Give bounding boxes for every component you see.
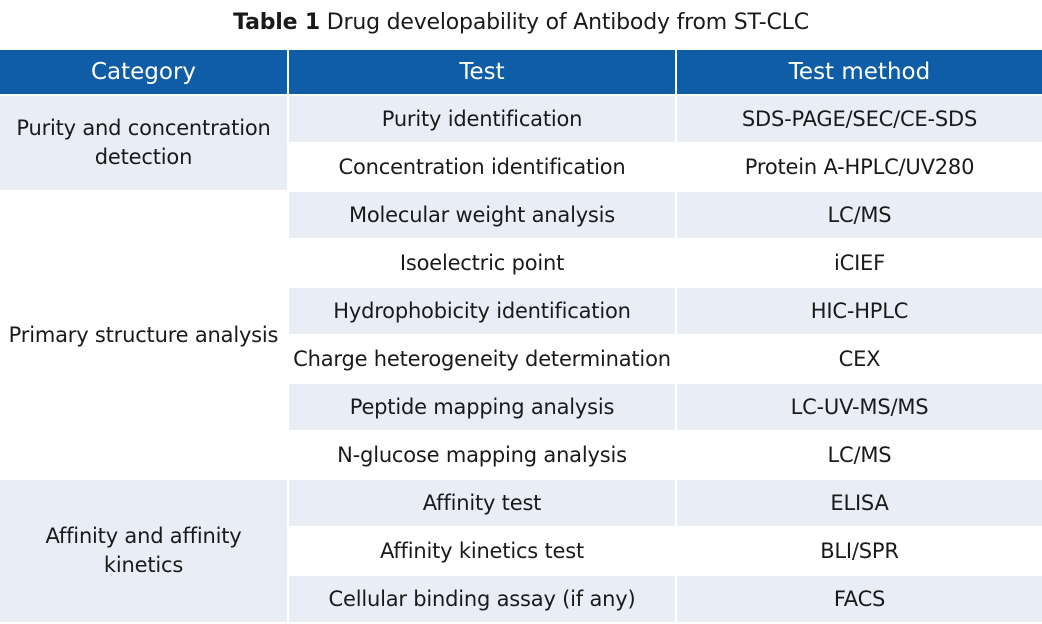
table-row: Primary structure analysis Molecular wei… [0, 190, 1042, 479]
table-caption: Table 1 Drug developability of Antibody … [0, 10, 1042, 35]
table-row: Purity and concentration detection Purit… [0, 94, 1042, 191]
method-cell: LC/MS [676, 190, 1042, 239]
table-row: Hydrophobicity identification HIC-HPLC [0, 286, 1042, 335]
developability-table: Category Test Test method Purity and con… [0, 50, 1042, 622]
test-cell: Charge heterogeneity determination [288, 334, 677, 383]
table-body: Purity and concentration detection Purit… [0, 94, 1042, 622]
test-cell: N-glucose mapping analysis [288, 430, 677, 479]
test-cell: Cellular binding assay (if any) [288, 574, 677, 622]
method-cell: ELISA [676, 478, 1042, 527]
method-cell: LC-UV-MS/MS [676, 382, 1042, 431]
method-cell: CEX [676, 334, 1042, 383]
category-cell: Primary structure analysis [0, 190, 289, 479]
method-cell: SDS-PAGE/SEC/CE-SDS [676, 94, 1042, 143]
header-category: Category [0, 50, 289, 95]
method-cell: HIC-HPLC [676, 286, 1042, 335]
method-cell: LC/MS [676, 430, 1042, 479]
test-cell: Isoelectric point [288, 238, 677, 287]
table-caption-text: Drug developability of Antibody from ST-… [326, 10, 809, 35]
table-row: N-glucose mapping analysis LC/MS [0, 430, 1042, 479]
category-cell: Purity and concentration detection [0, 94, 289, 191]
table-row: Charge heterogeneity determination CEX [0, 334, 1042, 383]
table-row: Affinity kinetics test BLI/SPR [0, 526, 1042, 575]
table-row: Isoelectric point iCIEF [0, 238, 1042, 287]
test-cell: Peptide mapping analysis [288, 382, 677, 431]
header-test-method: Test method [676, 50, 1042, 95]
method-cell: Protein A-HPLC/UV280 [676, 142, 1042, 191]
method-cell: FACS [676, 574, 1042, 622]
header-test: Test [288, 50, 677, 95]
test-cell: Molecular weight analysis [288, 190, 677, 239]
test-cell: Concentration identification [288, 142, 677, 191]
test-cell: Affinity test [288, 478, 677, 527]
table-caption-label: Table 1 [233, 10, 320, 35]
category-cell: Affinity and affinity kinetics [0, 478, 289, 622]
table-row: Cellular binding assay (if any) FACS [0, 574, 1042, 622]
table-row: Peptide mapping analysis LC-UV-MS/MS [0, 382, 1042, 431]
table-row: Concentration identification Protein A-H… [0, 142, 1042, 191]
table-header: Category Test Test method [0, 50, 1042, 95]
test-cell: Affinity kinetics test [288, 526, 677, 575]
header-row: Category Test Test method [0, 50, 1042, 95]
method-cell: BLI/SPR [676, 526, 1042, 575]
test-cell: Purity identification [288, 94, 677, 143]
table-row: Affinity and affinity kinetics Affinity … [0, 478, 1042, 622]
method-cell: iCIEF [676, 238, 1042, 287]
test-cell: Hydrophobicity identification [288, 286, 677, 335]
